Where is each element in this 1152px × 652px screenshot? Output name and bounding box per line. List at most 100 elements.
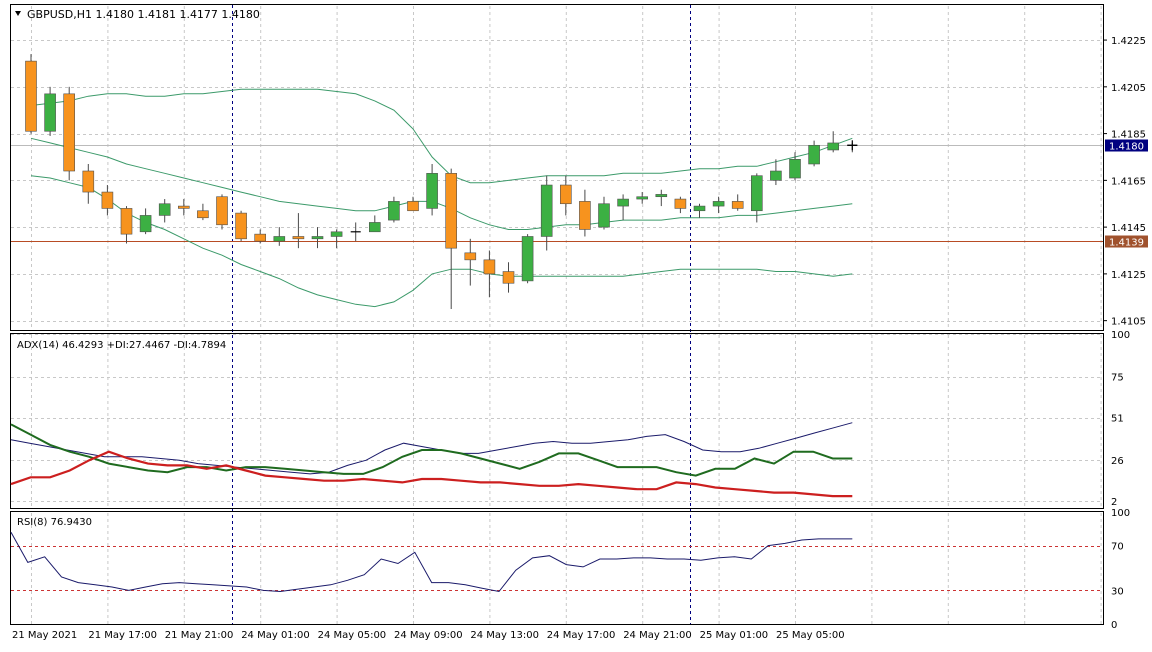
bearish-candle-body — [464, 252, 477, 261]
bearish-candle-body — [216, 196, 228, 226]
rsi-y-tick-label: 100 — [1111, 508, 1130, 519]
bearish-candle-body — [120, 208, 133, 235]
x-tick-label: 24 May 05:00 — [318, 630, 387, 641]
bullish-candle-body — [426, 173, 438, 209]
bearish-candle-body — [197, 210, 209, 219]
bearish-candle-body — [63, 93, 76, 172]
x-tick-label: 25 May 01:00 — [700, 630, 769, 641]
candle — [789, 152, 801, 181]
bullish-candle-body — [273, 236, 286, 242]
candle — [617, 194, 629, 221]
price-y-tick-label: 1.4165 — [1111, 176, 1146, 187]
candle — [388, 196, 400, 223]
panel-frames — [10, 4, 1104, 625]
rsi-line — [10, 531, 853, 593]
current-price-badge — [1105, 139, 1148, 152]
candle — [521, 234, 534, 284]
price-y-tick-label: 1.4225 — [1111, 36, 1146, 47]
candle — [139, 208, 152, 235]
bullish-candle-body — [827, 142, 840, 151]
axis-labels: 1.4225 1.4205 1.4185 1.4165 1.4145 1.4125 1.41… — [12, 36, 1146, 641]
x-tick-label: 24 May 01:00 — [241, 630, 310, 641]
candle — [426, 163, 438, 216]
triangle-down-icon[interactable] — [15, 11, 21, 16]
price-y-tick-label: 1.4105 — [1111, 317, 1146, 328]
candle — [808, 140, 820, 167]
x-tick-label: 24 May 09:00 — [394, 630, 463, 641]
candle — [235, 210, 247, 242]
adx-lines — [10, 422, 853, 498]
bullish-candle-body — [789, 159, 801, 179]
price-y-tick-label: 1.4205 — [1111, 83, 1146, 94]
adx-panel-title: ADX(14) 46.4293 +DI:27.4467 -DI:4.7894 — [17, 340, 226, 351]
candle — [693, 203, 706, 218]
price-levels: 1.4139 1.4180 — [11, 139, 1148, 249]
bullish-candle-body — [712, 201, 725, 207]
x-tick-label: 21 May 2021 — [12, 630, 77, 641]
candle — [502, 262, 515, 293]
rsi-panel-frame — [10, 511, 1104, 625]
candle — [540, 175, 553, 251]
rsi-y-tick-label: 70 — [1111, 542, 1124, 553]
candle — [750, 173, 763, 223]
candle — [559, 175, 572, 216]
candle — [101, 185, 114, 216]
bullish-candle-body — [368, 222, 381, 233]
candle — [158, 199, 171, 223]
x-tick-label: 25 May 05:00 — [776, 630, 845, 641]
bollinger-middle-band — [30, 137, 853, 230]
adx-y-tick-label: 51 — [1111, 414, 1124, 425]
bearish-candle-body — [292, 236, 305, 240]
bearish-candle-body — [407, 201, 419, 212]
bullish-candle-body — [139, 215, 152, 233]
candle — [292, 213, 305, 249]
bullish-candle-body — [521, 236, 534, 282]
candle — [464, 238, 477, 286]
bearish-candle-body — [731, 201, 744, 209]
candle — [827, 131, 840, 153]
price-y-tick-label: 1.4145 — [1111, 223, 1146, 234]
rsi-lines — [10, 531, 1103, 593]
bullish-candle-body — [330, 231, 343, 237]
candle — [197, 203, 209, 221]
price-y-tick-label: 1.4185 — [1111, 130, 1146, 141]
candle — [598, 196, 610, 230]
adx-y-tick-label: 26 — [1111, 456, 1124, 467]
period-separators — [232, 5, 691, 624]
bollinger-bands — [30, 88, 853, 308]
adx-y-tick-label: 2 — [1111, 497, 1117, 508]
candle — [445, 168, 458, 309]
candle — [579, 189, 591, 237]
candles — [25, 54, 858, 309]
candle — [330, 229, 343, 249]
bullish-candle-body — [598, 203, 610, 228]
candle — [120, 206, 133, 244]
candle — [311, 227, 324, 249]
bullish-candle-body — [750, 175, 763, 212]
bearish-candle-body — [254, 233, 266, 242]
bullish-candle-body — [808, 144, 820, 165]
candle — [636, 192, 649, 204]
candle — [82, 163, 95, 204]
candle — [216, 194, 228, 230]
bearish-candle-body — [101, 191, 114, 209]
candle — [731, 194, 744, 211]
level-price-label: 1.4139 — [1109, 238, 1144, 249]
bullish-candle-body — [311, 236, 324, 240]
x-tick-label: 21 May 17:00 — [88, 630, 157, 641]
bollinger-upper-band — [30, 88, 853, 184]
bearish-candle-body — [483, 259, 496, 275]
x-tick-label: 24 May 13:00 — [470, 630, 539, 641]
bullish-candle-body — [636, 196, 649, 200]
bearish-candle-body — [502, 271, 515, 284]
bearish-candle-body — [559, 184, 572, 205]
rsi-y-tick-label: 30 — [1111, 586, 1124, 597]
bullish-candle-body — [693, 205, 706, 212]
adx-y-tick-label: 75 — [1111, 373, 1124, 384]
x-tick-label: 24 May 17:00 — [547, 630, 616, 641]
candle — [350, 222, 361, 242]
adx-panel-frame — [10, 333, 1104, 509]
bearish-candle-body — [82, 170, 95, 193]
bearish-candle-body — [235, 212, 247, 240]
